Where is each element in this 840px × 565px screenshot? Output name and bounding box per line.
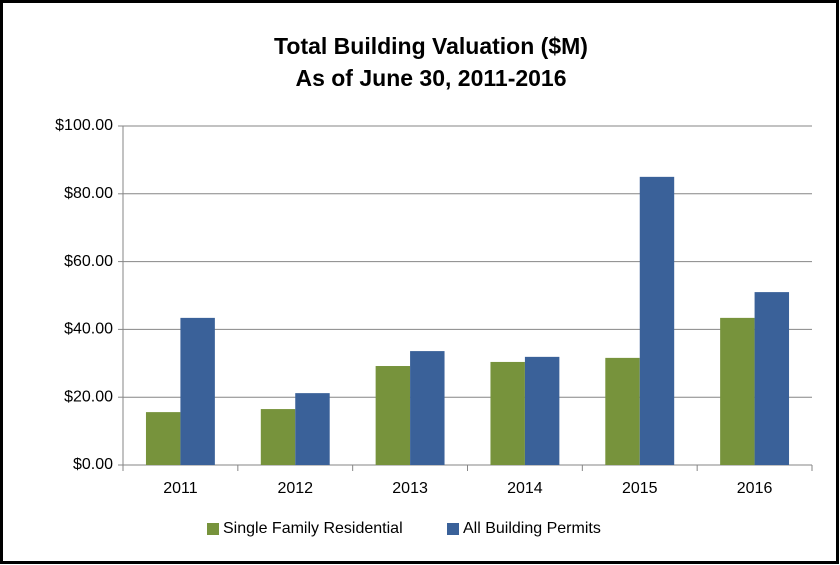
y-tick-label: $20.00 — [64, 388, 113, 405]
bar — [260, 409, 296, 465]
chart-title: Total Building Valuation ($M) — [274, 33, 588, 59]
bar — [490, 361, 525, 465]
legend-swatch — [447, 523, 459, 535]
x-tick-label: 2012 — [277, 480, 313, 497]
x-tick-label: 2013 — [392, 480, 428, 497]
bar — [375, 366, 411, 465]
bar — [295, 393, 330, 465]
bar — [410, 351, 445, 465]
legend-swatch — [207, 523, 219, 535]
x-tick-label: 2014 — [507, 480, 543, 497]
x-tick-label: 2011 — [163, 480, 198, 497]
bar — [524, 356, 560, 465]
bar — [639, 176, 675, 465]
legend-label: Single Family Residential — [223, 520, 403, 537]
bar — [754, 292, 790, 465]
x-tick-label: 2015 — [622, 480, 658, 497]
y-tick-label: $0.00 — [73, 456, 113, 473]
chart-subtitle: As of June 30, 2011-2016 — [295, 65, 566, 91]
x-tick-label: 2016 — [737, 480, 773, 497]
y-tick-label: $40.00 — [64, 321, 113, 338]
bar — [720, 317, 755, 465]
y-tick-label: $80.00 — [64, 185, 113, 202]
y-tick-label: $100.00 — [55, 117, 113, 134]
bar — [605, 357, 640, 465]
legend-label: All Building Permits — [463, 520, 601, 537]
y-tick-label: $60.00 — [64, 253, 113, 270]
bar — [180, 317, 215, 465]
bar — [145, 412, 181, 465]
